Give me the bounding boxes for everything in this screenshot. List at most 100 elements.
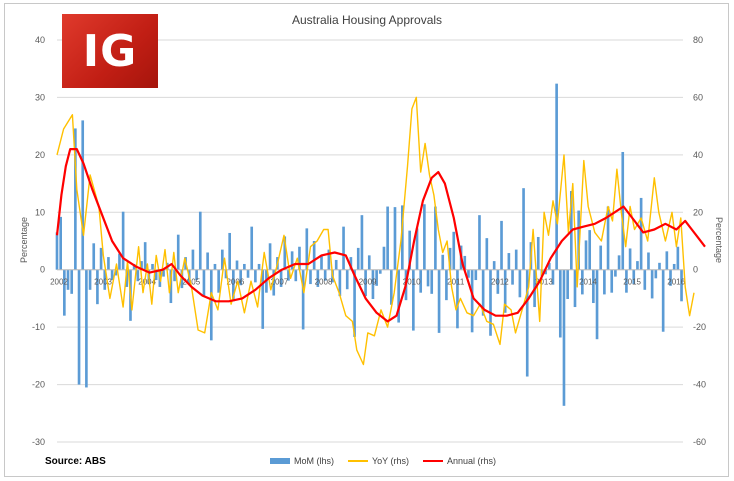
mom-bar [298, 246, 301, 270]
mom-bar [389, 269, 393, 305]
mom-bar [544, 269, 547, 275]
mom-bar [180, 269, 184, 289]
mom-bar [643, 269, 647, 290]
mom-bar [401, 205, 404, 270]
mom-bar [536, 236, 540, 270]
mom-bar [551, 269, 555, 285]
right-tick-label: -40 [693, 380, 706, 390]
mom-bar [492, 261, 496, 270]
mom-bar [617, 255, 621, 270]
mom-bar [470, 269, 474, 333]
mom-bar [445, 269, 448, 301]
annual-line [55, 148, 706, 323]
mom-bar [525, 269, 529, 377]
legend-swatch-yoy [348, 460, 368, 462]
mom-bar [356, 247, 360, 270]
mom-bar [393, 207, 397, 270]
legend-swatch-mom [270, 458, 290, 464]
mom-bar [257, 263, 261, 270]
mom-bar [316, 269, 320, 287]
mom-bar [386, 206, 389, 270]
mom-bar [426, 269, 430, 287]
mom-bar [334, 259, 338, 270]
legend-label-annual: Annual (rhs) [447, 456, 497, 466]
mom-bar [209, 269, 213, 341]
left-tick-label: 20 [35, 150, 45, 160]
ig-logo: IG [62, 14, 158, 88]
right-tick-label: 80 [693, 35, 703, 45]
mom-bar [63, 269, 66, 316]
mom-bar [434, 206, 437, 270]
mom-bar [474, 269, 478, 281]
mom-bar [81, 120, 85, 270]
mom-bar [614, 269, 617, 277]
mom-bar [595, 269, 599, 340]
mom-bar [107, 257, 110, 270]
mom-bar [577, 210, 580, 270]
mom-bar [320, 255, 323, 270]
right-tick-label: 0 [693, 265, 698, 275]
mom-bar [136, 269, 140, 282]
mom-bar [70, 269, 74, 294]
mom-bar [603, 269, 606, 295]
x-tick-label: 2008 [315, 278, 333, 287]
mom-bar [77, 269, 81, 385]
mom-bar [272, 269, 276, 296]
ig-logo-text: IG [82, 26, 138, 77]
mom-bar [547, 262, 551, 270]
mom-bar [206, 252, 209, 270]
legend-label-mom: MoM (lhs) [294, 456, 334, 466]
mom-bar [485, 238, 489, 270]
right-axis-title: Percentage [714, 217, 724, 263]
legend-swatch-annual [423, 460, 444, 462]
mom-bar [55, 232, 59, 270]
mom-bar [507, 253, 511, 270]
mom-bar [511, 269, 514, 285]
mom-bar [121, 211, 125, 270]
mom-bar [162, 269, 165, 277]
mom-bar [254, 269, 257, 283]
x-tick-label: 2011 [447, 278, 465, 287]
mom-bar [658, 262, 661, 270]
mom-bar [66, 269, 70, 290]
mom-bar [202, 269, 206, 296]
mom-bar [110, 269, 114, 281]
mom-bar [99, 247, 103, 270]
legend-item-annual: Annual (rhs) [423, 456, 496, 466]
mom-bar [654, 269, 658, 279]
mom-bar [239, 269, 243, 286]
mom-bar [636, 261, 639, 270]
mom-bar [606, 206, 610, 270]
left-tick-label: 30 [35, 92, 45, 102]
mom-bar [665, 251, 669, 270]
mom-bar [173, 269, 176, 282]
mom-bar [176, 234, 180, 270]
right-tick-label: -60 [693, 437, 706, 447]
x-tick-label: 2004 [138, 278, 156, 287]
x-tick-label: 2002 [50, 278, 68, 287]
mom-bar [360, 215, 364, 270]
mom-bar [323, 269, 327, 281]
mom-bar [213, 263, 217, 270]
mom-bar [305, 228, 309, 270]
mom-bar [412, 269, 415, 331]
mom-bar [312, 241, 316, 270]
mom-bar [301, 269, 305, 330]
mom-bar [345, 269, 349, 290]
mom-bar [246, 269, 250, 278]
mom-bar [650, 269, 654, 299]
chart-title: Australia Housing Approvals [291, 13, 443, 27]
mom-bar [290, 251, 294, 270]
mom-bar [566, 269, 569, 300]
mom-bar [628, 248, 632, 270]
mom-bar [503, 269, 507, 313]
mom-bar [419, 269, 423, 293]
mom-bar [518, 269, 522, 298]
mom-bar [375, 269, 378, 286]
mom-bar [309, 269, 312, 285]
mom-bar [140, 261, 143, 270]
mom-bar [423, 204, 426, 270]
mom-bar [496, 269, 500, 294]
left-axis-title: Percentage [19, 217, 29, 263]
